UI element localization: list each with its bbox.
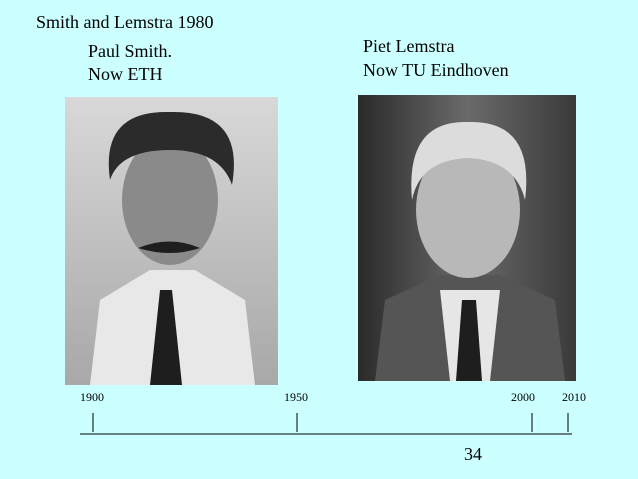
timeline: [80, 413, 572, 435]
caption: Piet Lemstra: [363, 36, 455, 56]
caption: Paul Smith.: [88, 41, 173, 61]
page-number: 34: [464, 444, 482, 464]
year-label: 1900: [80, 390, 104, 404]
caption: Now TU Eindhoven: [363, 60, 509, 80]
year-label: 1950: [284, 390, 308, 404]
year-label: 2000: [511, 390, 535, 404]
caption: Now ETH: [88, 64, 163, 84]
year-label: 2010: [562, 390, 586, 404]
photo-smith: [65, 97, 278, 385]
photo-lemstra: [358, 95, 576, 381]
title: Smith and Lemstra 1980: [36, 12, 214, 32]
